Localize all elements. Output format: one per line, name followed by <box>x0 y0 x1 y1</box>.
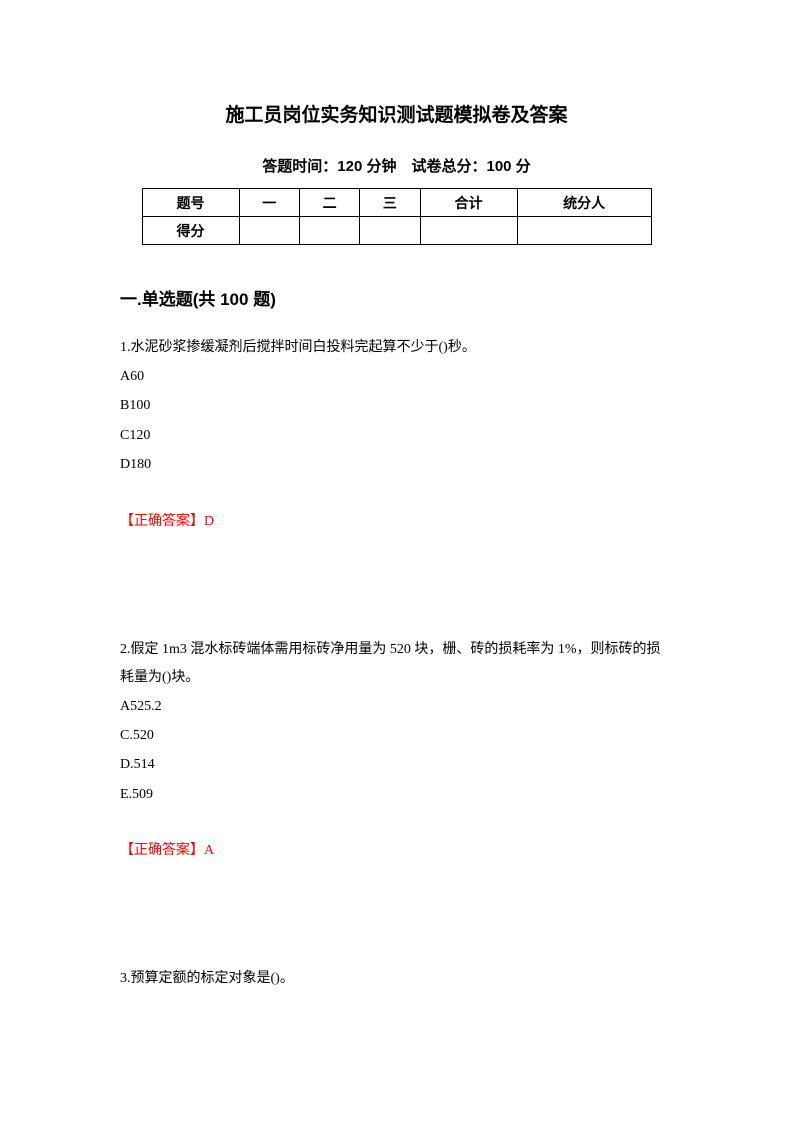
table-empty-cell <box>420 217 517 245</box>
option-a: A525.2 <box>120 692 673 721</box>
question-2: 2.假定 1m3 混水标砖端体需用标砖净用量为 520 块，栅、砖的损耗率为 1… <box>120 636 673 866</box>
option-d: D.514 <box>120 750 673 779</box>
exam-subtitle: 答题时间：120 分钟 试卷总分：100 分 <box>120 155 673 176</box>
option-a: A60 <box>120 362 673 391</box>
option-c: C.520 <box>120 721 673 750</box>
table-empty-cell <box>239 217 299 245</box>
option-e: E.509 <box>120 780 673 809</box>
table-empty-cell <box>299 217 359 245</box>
table-row-label: 得分 <box>142 217 239 245</box>
table-header-cell: 题号 <box>142 189 239 217</box>
option-c: C120 <box>120 421 673 450</box>
score-table: 题号 一 二 三 合计 统分人 得分 <box>142 188 652 245</box>
table-header-cell: 合计 <box>420 189 517 217</box>
table-header-cell: 三 <box>360 189 420 217</box>
table-empty-cell <box>360 217 420 245</box>
question-text: 1.水泥砂浆掺缓凝剂后搅拌时间白投料完起算不少于()秒。 <box>120 334 673 362</box>
table-header-row: 题号 一 二 三 合计 统分人 <box>142 189 651 217</box>
question-1: 1.水泥砂浆掺缓凝剂后搅拌时间白投料完起算不少于()秒。 A60 B100 C1… <box>120 334 673 536</box>
question-3: 3.预算定额的标定对象是()。 <box>120 965 673 993</box>
question-text: 3.预算定额的标定对象是()。 <box>120 965 673 993</box>
exam-title: 施工员岗位实务知识测试题模拟卷及答案 <box>120 100 673 127</box>
option-d: D180 <box>120 450 673 479</box>
table-header-cell: 一 <box>239 189 299 217</box>
table-header-cell: 二 <box>299 189 359 217</box>
table-header-cell: 统分人 <box>517 189 651 217</box>
option-b: B100 <box>120 391 673 420</box>
answer-text: 【正确答案】A <box>120 837 673 865</box>
answer-text: 【正确答案】D <box>120 508 673 536</box>
section-title: 一.单选题(共 100 题) <box>120 285 673 310</box>
question-text: 2.假定 1m3 混水标砖端体需用标砖净用量为 520 块，栅、砖的损耗率为 1… <box>120 636 673 692</box>
table-empty-cell <box>517 217 651 245</box>
table-score-row: 得分 <box>142 217 651 245</box>
